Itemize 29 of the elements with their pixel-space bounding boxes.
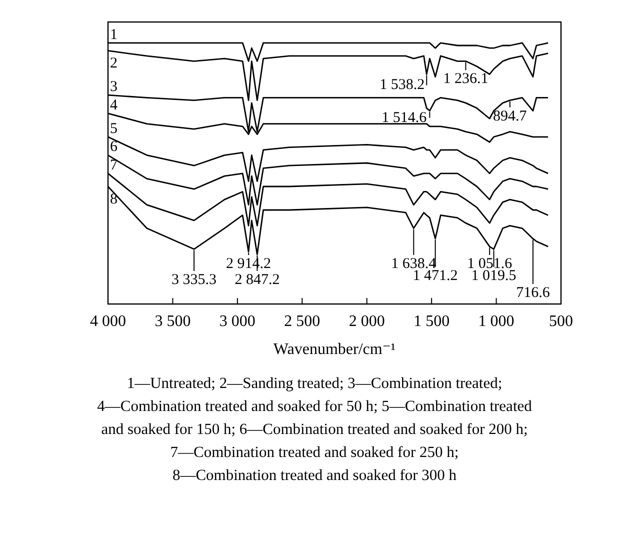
series-label: 4 xyxy=(110,97,118,114)
series-label: 1 xyxy=(110,26,118,43)
annotation: 1 236.1 xyxy=(443,71,488,88)
x-axis-title: Wavenumber/cm⁻¹ xyxy=(273,341,396,358)
x-tick-label: 4 000 xyxy=(90,313,126,330)
x-tick-label: 2 000 xyxy=(348,313,385,330)
text: 4—Combination treated and soaked for 50 h; 5—Combination treated xyxy=(97,398,532,415)
annotation: 1 538.2 xyxy=(380,77,425,94)
annotation: 894.7 xyxy=(493,108,528,124)
series-label: 6 xyxy=(110,139,118,156)
text: 1—Untreated; 2—Sanding treated; 3—Combination treated; xyxy=(126,375,502,392)
text: 8—Combination treated and soaked for 300 h xyxy=(172,467,457,484)
x-tick-label: 500 xyxy=(549,313,573,330)
annotation: 1 019.5 xyxy=(471,268,516,284)
annotation: 3 335.3 xyxy=(172,272,217,288)
annotation: 716.6 xyxy=(516,285,550,301)
annotation: 2 847.2 xyxy=(234,272,280,288)
x-tick-label: 2 500 xyxy=(284,313,320,330)
series-label: 2 xyxy=(110,56,118,72)
x-tick-label: 1 500 xyxy=(414,313,450,330)
series-label: 5 xyxy=(110,120,118,137)
text: 7—Combination treated and soaked for 250 h; xyxy=(170,444,459,461)
annotation: 1 514.6 xyxy=(382,110,428,126)
text: and soaked for 150 h; 6—Combination treated and soaked for 200 h; xyxy=(101,421,528,438)
x-tick-label: 3 500 xyxy=(154,313,191,330)
x-tick-label: 1 000 xyxy=(478,313,514,330)
series-label: 3 xyxy=(110,79,118,96)
x-tick-label: 3 000 xyxy=(219,313,256,330)
annotation: 1 471.2 xyxy=(412,268,458,284)
